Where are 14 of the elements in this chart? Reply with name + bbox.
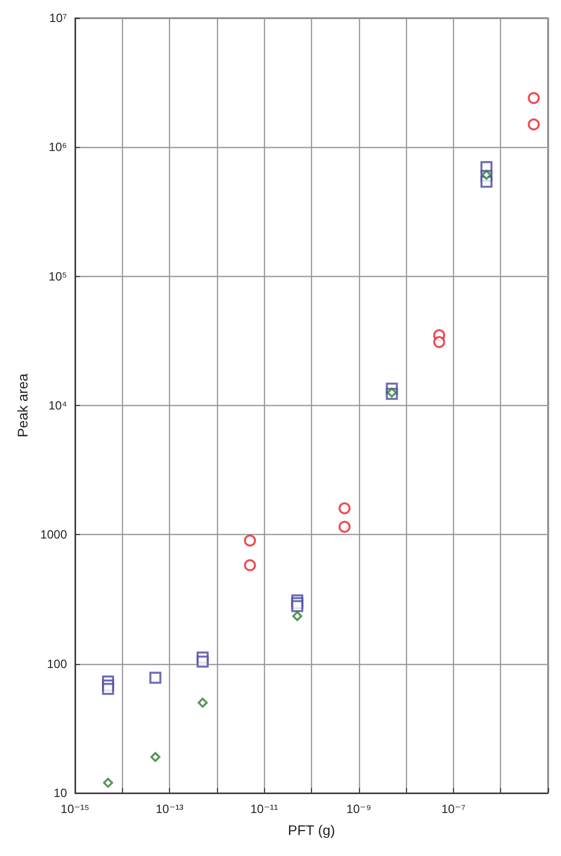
y-tick-label: 1000 — [40, 528, 68, 542]
x-tick-label: 10⁻⁹ — [346, 802, 372, 816]
y-tick-label: 100 — [46, 656, 68, 671]
x-tick-label: 10⁻¹⁵ — [60, 802, 90, 816]
x-tick-label: 10⁻¹¹ — [250, 802, 278, 816]
y-tick-label: 10⁷ — [49, 11, 67, 25]
y-axis-title: Peak area — [14, 373, 30, 438]
y-tick-label: 10⁵ — [48, 269, 68, 284]
x-tick-label: 10⁻¹³ — [156, 802, 184, 816]
x-axis-title: PFT (g) — [288, 822, 336, 838]
y-tick-label: 10⁶ — [48, 140, 68, 154]
x-tick-label: 10⁻⁷ — [441, 802, 466, 816]
y-tick-label: 10⁴ — [48, 398, 67, 412]
y-tick-label: 10 — [54, 786, 68, 800]
